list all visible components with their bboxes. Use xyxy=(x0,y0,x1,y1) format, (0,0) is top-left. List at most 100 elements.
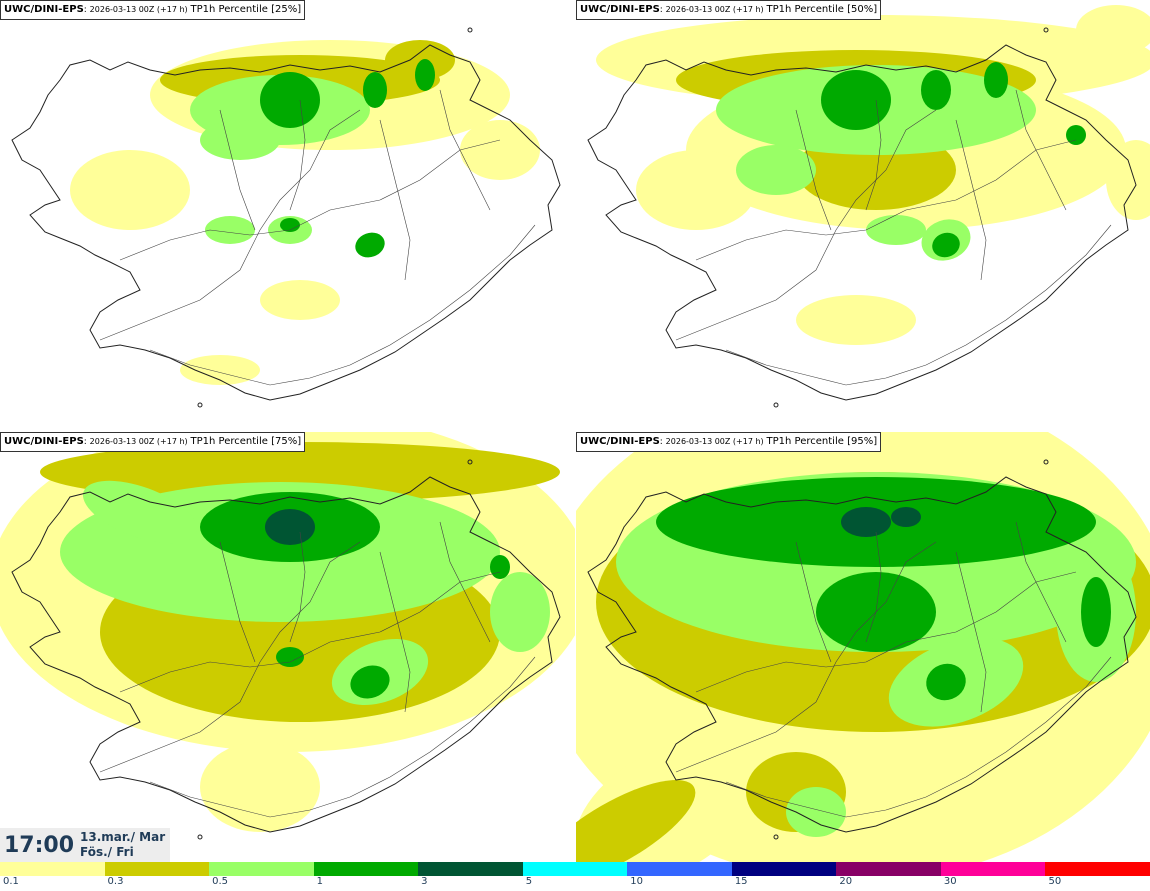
precip-area xyxy=(40,442,560,502)
precip-map xyxy=(576,432,1150,863)
field-description: TP1h Percentile [50%] xyxy=(766,4,878,15)
precip-area xyxy=(82,480,198,544)
precip-area xyxy=(490,572,550,652)
island xyxy=(197,402,203,408)
model-name: UWC/DINI-EPS xyxy=(4,436,84,447)
legend-swatch xyxy=(1045,862,1150,876)
road-line xyxy=(289,531,306,643)
road-line xyxy=(795,541,832,663)
panel-title: UWC/DINI-EPS: 2026-03-13 00Z (+17 h) TP1… xyxy=(0,0,306,20)
island xyxy=(773,834,779,840)
color-legend: 0.1 0.3 0.5 1 3 5 10 15 20 30 50 xyxy=(0,862,1150,891)
precip-area xyxy=(926,663,966,701)
island xyxy=(1043,27,1049,33)
road-line xyxy=(695,571,1077,693)
road-line xyxy=(695,139,1077,261)
run-time: 2026-03-13 00Z (+17 h) xyxy=(665,437,764,446)
valid-date: 13.mar./ Mar Fös./ Fri xyxy=(80,830,165,860)
precip-area xyxy=(70,150,190,230)
road-line xyxy=(865,531,882,643)
field-description: TP1h Percentile [25%] xyxy=(190,4,302,15)
legend-swatch xyxy=(836,862,941,876)
road-line xyxy=(99,541,361,773)
valid-time: 17:00 xyxy=(4,833,75,858)
road-line xyxy=(439,521,491,643)
island xyxy=(197,834,203,840)
island xyxy=(467,27,473,33)
precip-area xyxy=(490,555,510,579)
road-line xyxy=(219,541,256,663)
precip-area xyxy=(1066,125,1086,145)
road-line xyxy=(865,99,882,211)
road-line xyxy=(379,551,411,713)
road-line xyxy=(725,656,1112,818)
road-line xyxy=(149,224,536,386)
precip-area xyxy=(841,507,891,537)
legend-swatch xyxy=(731,862,837,876)
valid-date-line2: Fös./ Fri xyxy=(80,845,134,859)
legend-tick-label: 50 xyxy=(1048,876,1062,887)
island xyxy=(467,459,473,465)
road-line xyxy=(289,99,306,211)
precip-area xyxy=(260,280,340,320)
precip-area xyxy=(636,150,756,230)
legend-swatch xyxy=(209,862,314,876)
road-line xyxy=(439,89,491,211)
legend-swatch xyxy=(0,862,105,876)
precip-area xyxy=(276,647,304,667)
run-time: 2026-03-13 00Z (+17 h) xyxy=(89,5,188,14)
road-line xyxy=(675,109,937,341)
legend-tick-label: 0.5 xyxy=(212,876,228,887)
road-line xyxy=(1015,89,1067,211)
road-line xyxy=(149,656,536,818)
precip-area xyxy=(866,215,926,245)
precip-area xyxy=(260,72,320,128)
coastline xyxy=(587,44,1137,401)
precip-area xyxy=(460,120,540,180)
legend-swatch xyxy=(940,862,1046,876)
model-name: UWC/DINI-EPS xyxy=(4,4,84,15)
coastline xyxy=(11,476,561,833)
precip-area xyxy=(1076,5,1150,55)
road-line xyxy=(119,571,501,693)
panel-title: UWC/DINI-EPS: 2026-03-13 00Z (+17 h) TP1… xyxy=(576,432,882,452)
precip-map xyxy=(587,5,1150,408)
island xyxy=(773,402,779,408)
precip-area xyxy=(576,780,696,863)
road-line xyxy=(725,224,1112,386)
legend-tick-label: 15 xyxy=(734,876,748,887)
precip-map xyxy=(0,432,575,840)
map-panel-p75: UWC/DINI-EPS: 2026-03-13 00Z (+17 h) TP1… xyxy=(0,432,575,863)
precip-map xyxy=(11,27,561,408)
road-line xyxy=(1015,521,1067,643)
road-line xyxy=(795,109,832,231)
field-description: TP1h Percentile [95%] xyxy=(766,436,878,447)
road-line xyxy=(379,119,411,281)
precip-area xyxy=(921,70,951,110)
precip-area xyxy=(200,742,320,832)
precip-area xyxy=(891,507,921,527)
precip-area xyxy=(265,509,315,545)
precip-area xyxy=(932,232,960,258)
coastline xyxy=(587,476,1137,833)
legend-swatch xyxy=(627,862,732,876)
legend-swatch xyxy=(313,862,419,876)
legend-tick-label: 20 xyxy=(839,876,853,887)
run-time: 2026-03-13 00Z (+17 h) xyxy=(665,5,764,14)
road-line xyxy=(119,139,501,261)
precip-area xyxy=(280,218,300,232)
valid-date-line1: 13.mar./ Mar xyxy=(80,830,166,844)
legend-tick-label: 0.1 xyxy=(3,876,19,887)
legend-colorbar xyxy=(0,862,1150,876)
precip-area xyxy=(363,72,387,108)
road-line xyxy=(955,119,987,281)
road-line xyxy=(675,541,937,773)
legend-swatch xyxy=(104,862,210,876)
precip-area xyxy=(355,232,385,258)
precip-area xyxy=(1106,140,1150,220)
map-panel-p50: UWC/DINI-EPS: 2026-03-13 00Z (+17 h) TP1… xyxy=(576,0,1150,431)
model-name: UWC/DINI-EPS xyxy=(580,436,660,447)
precip-area xyxy=(786,787,846,837)
map-panel-p25: UWC/DINI-EPS: 2026-03-13 00Z (+17 h) TP1… xyxy=(0,0,575,431)
legend-swatch xyxy=(522,862,628,876)
